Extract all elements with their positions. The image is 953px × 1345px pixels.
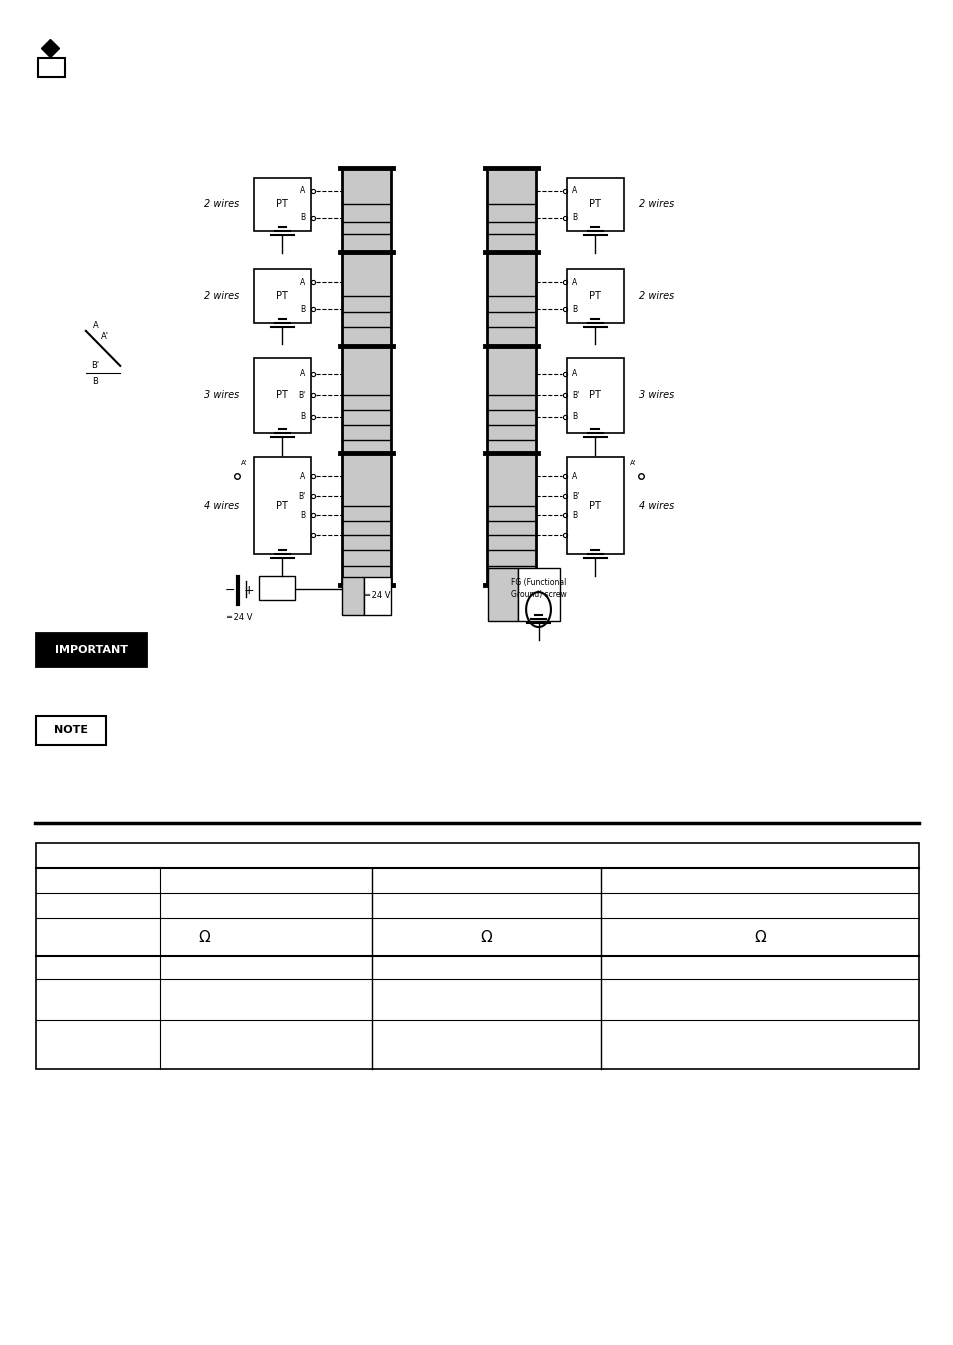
Text: PT: PT bbox=[589, 291, 600, 301]
Text: PT: PT bbox=[589, 199, 600, 210]
Text: B: B bbox=[572, 511, 577, 519]
Text: A: A bbox=[572, 278, 578, 286]
Bar bbox=[566, 358, 623, 433]
Bar bbox=[518, 568, 559, 621]
Bar bbox=[258, 576, 294, 600]
Text: A': A' bbox=[101, 332, 109, 340]
Text: B': B' bbox=[572, 391, 579, 399]
Text: IMPORTANT: IMPORTANT bbox=[54, 644, 128, 655]
Text: ═ 24 V: ═ 24 V bbox=[364, 592, 390, 600]
Text: 2 wires: 2 wires bbox=[639, 291, 673, 301]
Bar bbox=[363, 577, 391, 615]
Text: B: B bbox=[300, 305, 305, 313]
Bar bbox=[36, 843, 918, 1069]
Bar bbox=[253, 178, 311, 231]
Text: Ω: Ω bbox=[480, 929, 492, 944]
Text: PT: PT bbox=[276, 199, 288, 210]
Text: A: A bbox=[299, 370, 305, 378]
Text: Ω: Ω bbox=[198, 929, 210, 944]
Text: NOTE: NOTE bbox=[54, 725, 88, 736]
Text: 3 wires: 3 wires bbox=[639, 390, 673, 401]
Text: B': B' bbox=[297, 492, 305, 500]
Bar bbox=[38, 58, 65, 77]
Bar bbox=[253, 358, 311, 433]
Text: 2 wires: 2 wires bbox=[639, 199, 673, 210]
Text: PT: PT bbox=[276, 291, 288, 301]
Text: B: B bbox=[300, 413, 305, 421]
Bar bbox=[36, 633, 146, 666]
Text: 2 wires: 2 wires bbox=[204, 199, 238, 210]
Text: B': B' bbox=[91, 362, 99, 370]
Text: B: B bbox=[572, 305, 577, 313]
Text: PT: PT bbox=[589, 390, 600, 401]
Bar bbox=[253, 457, 311, 554]
Text: A: A bbox=[299, 278, 305, 286]
Text: PT: PT bbox=[276, 500, 288, 511]
Text: B': B' bbox=[572, 492, 579, 500]
Bar bbox=[486, 168, 536, 585]
Text: 4 wires: 4 wires bbox=[639, 500, 673, 511]
Text: A: A bbox=[572, 370, 578, 378]
Text: PT: PT bbox=[589, 500, 600, 511]
Text: B': B' bbox=[297, 391, 305, 399]
Bar bbox=[566, 178, 623, 231]
Bar bbox=[566, 457, 623, 554]
Text: A': A' bbox=[241, 460, 247, 465]
Bar bbox=[253, 269, 311, 323]
Text: ═ 24 V: ═ 24 V bbox=[226, 613, 253, 621]
Text: B: B bbox=[300, 511, 305, 519]
Bar bbox=[341, 168, 391, 585]
Text: B: B bbox=[92, 378, 98, 386]
Bar bbox=[566, 269, 623, 323]
Text: A': A' bbox=[630, 460, 636, 465]
Text: PT: PT bbox=[276, 390, 288, 401]
Text: A: A bbox=[92, 321, 98, 330]
Text: Ground) screw: Ground) screw bbox=[510, 590, 566, 599]
Text: 3 wires: 3 wires bbox=[204, 390, 238, 401]
Text: B: B bbox=[300, 214, 305, 222]
Text: Ω: Ω bbox=[753, 929, 765, 944]
Text: +: + bbox=[243, 584, 254, 597]
Bar bbox=[36, 716, 106, 745]
Text: −: − bbox=[224, 584, 235, 597]
Bar bbox=[488, 568, 518, 621]
Bar bbox=[341, 577, 363, 615]
Text: A: A bbox=[572, 187, 578, 195]
Text: B: B bbox=[572, 214, 577, 222]
Text: A: A bbox=[299, 187, 305, 195]
Text: B: B bbox=[572, 413, 577, 421]
Text: A: A bbox=[572, 472, 578, 480]
Text: FG (Functional: FG (Functional bbox=[510, 578, 566, 588]
Text: 2 wires: 2 wires bbox=[204, 291, 238, 301]
Text: A: A bbox=[299, 472, 305, 480]
Text: 4 wires: 4 wires bbox=[204, 500, 238, 511]
